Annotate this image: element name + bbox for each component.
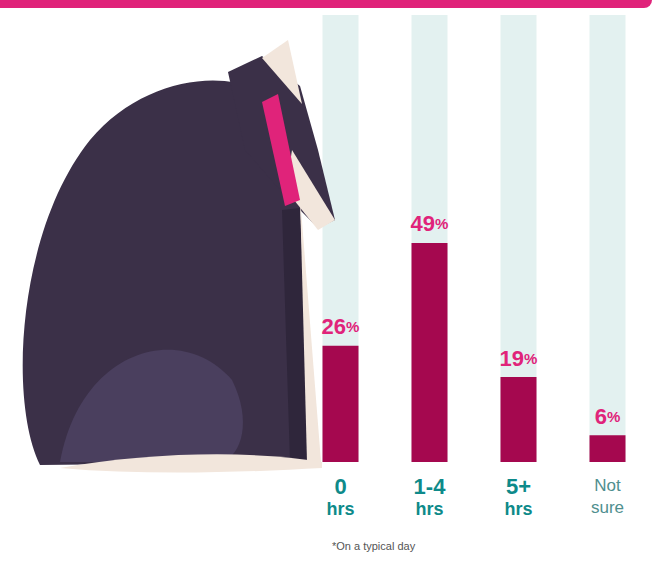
svg-text:26: 26: [322, 314, 346, 339]
svg-text:19: 19: [500, 346, 524, 371]
svg-text:%: %: [346, 318, 359, 335]
svg-text:%: %: [524, 350, 537, 367]
svg-text:*On a typical day: *On a typical day: [332, 540, 416, 552]
svg-text:hrs: hrs: [415, 499, 443, 519]
svg-text:Not: Not: [594, 476, 621, 495]
svg-text:49: 49: [411, 211, 435, 236]
svg-text:1-4: 1-4: [414, 474, 447, 499]
svg-text:%: %: [607, 408, 620, 425]
svg-text:hrs: hrs: [326, 499, 354, 519]
svg-text:hrs: hrs: [504, 499, 532, 519]
svg-text:6: 6: [595, 404, 607, 429]
svg-text:5+: 5+: [506, 474, 531, 499]
svg-text:0: 0: [334, 474, 346, 499]
svg-text:%: %: [435, 215, 448, 232]
svg-text:sure: sure: [591, 498, 624, 517]
